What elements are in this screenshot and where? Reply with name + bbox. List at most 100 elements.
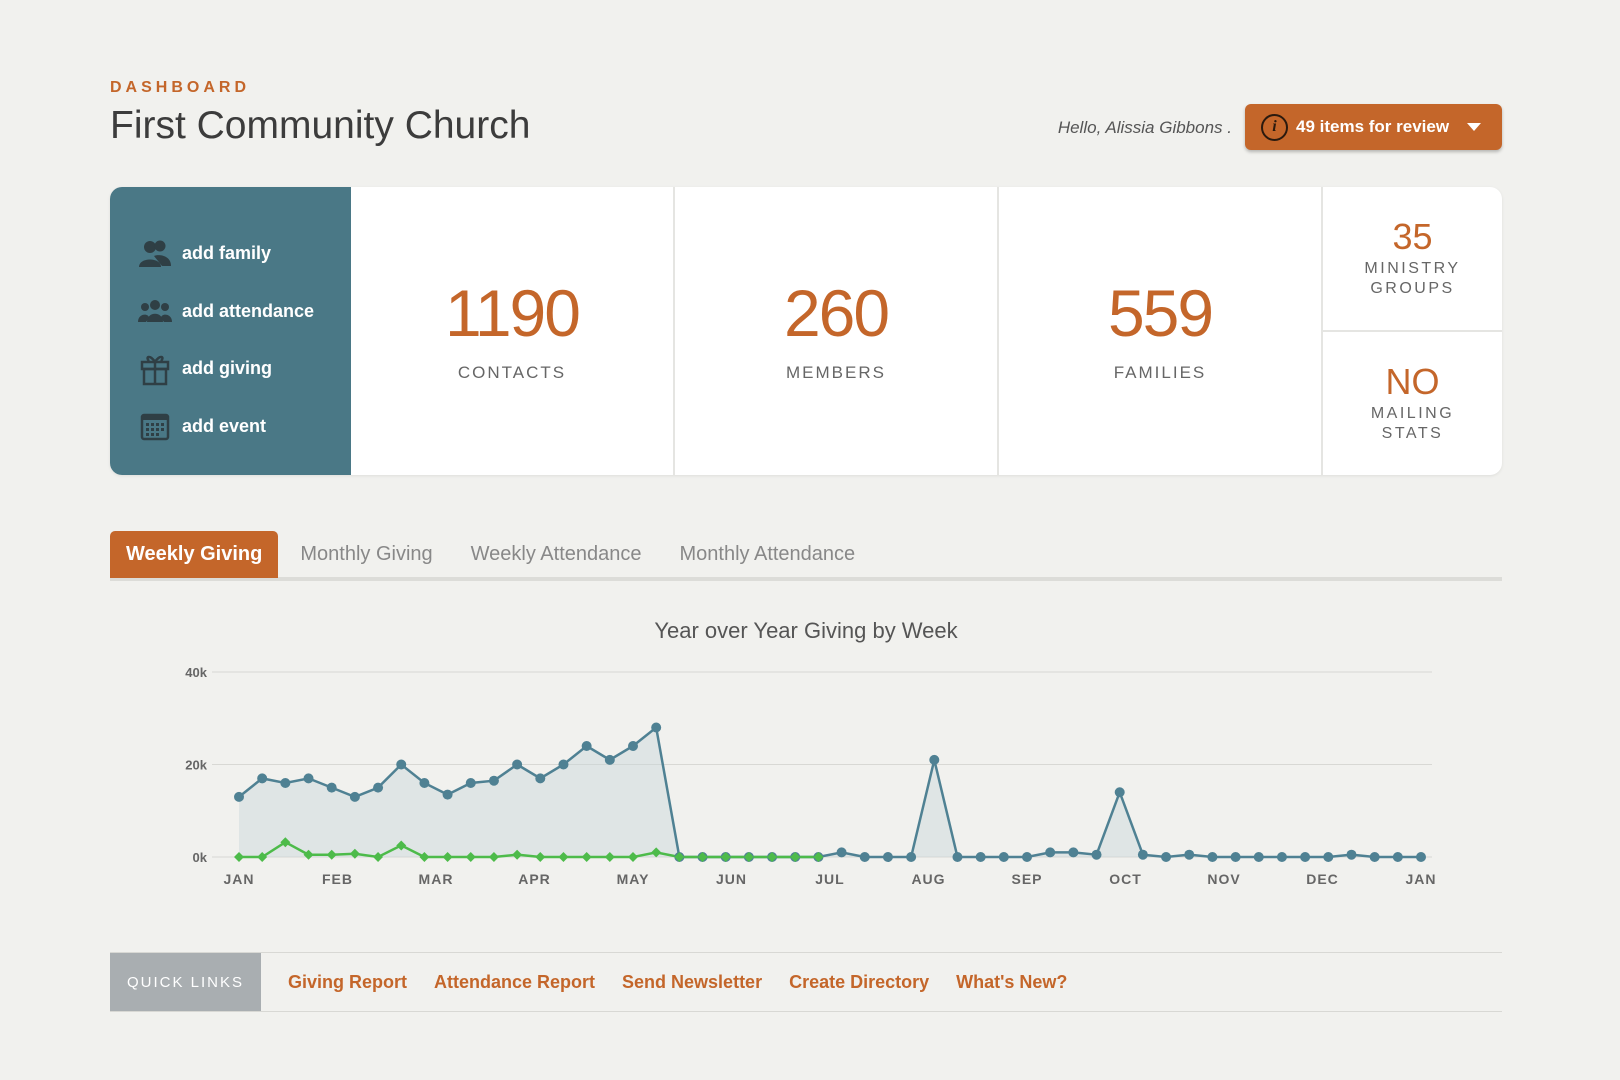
data-point [303,849,314,860]
members-label: MEMBERS [786,363,886,382]
data-point [720,852,731,862]
data-point [257,773,268,784]
data-point [975,852,986,862]
data-point [882,852,893,862]
data-point [628,852,638,862]
mailing-stats-label: MAILING STATS [1370,404,1455,442]
review-items-label: 49 items for review [1296,117,1450,136]
data-point [465,778,476,788]
data-point [1253,852,1264,862]
data-point [1300,852,1311,862]
x-tick-label: AUG [911,871,945,887]
data-point [535,852,546,862]
data-point [998,852,1009,862]
data-point [836,847,847,858]
add-family-button[interactable]: add family [110,225,351,283]
caret-down-icon [1467,123,1482,131]
x-tick-label: JUN [716,871,747,887]
data-point [257,852,268,862]
tab-weekly-attendance[interactable]: Weekly Attendance [470,543,642,565]
data-point [952,852,963,862]
add-event-label: add event [182,415,267,436]
x-tick-label: JUL [815,871,844,887]
series-area [239,727,1421,857]
data-point [604,852,615,862]
create-directory-link[interactable]: Create Directory [789,971,930,992]
x-tick-label: JAN [1405,871,1436,887]
mailing-stats-stat[interactable]: NO MAILING STATS [1323,332,1502,475]
tab-monthly-attendance[interactable]: Monthly Attendance [679,543,856,565]
data-point [442,852,453,862]
chart-title: Year over Year Giving by Week [654,618,958,643]
stats-panel: add family add attendance add giving add… [110,187,1502,475]
data-point [929,754,940,765]
data-point [373,852,384,862]
members-stat[interactable]: 260 MEMBERS [675,187,999,475]
giving-chart: 0k 20k 40k JAN FEB MAR APR MAY JUN JUL AUG SEP OCT NO… [185,665,1436,887]
data-point [790,852,801,862]
contacts-stat[interactable]: 1190 CONTACTS [351,187,675,475]
data-point [674,852,685,862]
quick-actions: add family add attendance add giving add… [110,187,351,475]
giving-report-link[interactable]: Giving Report [288,971,408,992]
calendar-icon [138,409,172,443]
add-event-button[interactable]: add event [110,398,351,456]
data-point [1091,849,1102,860]
data-point [234,852,244,862]
add-giving-button[interactable]: add giving [110,340,351,398]
data-point [349,848,360,859]
add-attendance-button[interactable]: add attendance [110,283,351,341]
x-tick-label: JAN [223,871,254,887]
families-stat[interactable]: 559 FAMILIES [999,187,1323,475]
data-point [651,722,662,733]
data-point [419,852,430,862]
data-point [651,847,662,858]
y-tick-label: 40k [185,665,207,680]
data-point [859,852,870,862]
page-title: First Community Church [110,104,531,147]
attendance-report-link[interactable]: Attendance Report [434,971,596,992]
x-tick-label: NOV [1207,871,1240,887]
data-point [488,852,499,862]
data-point [813,852,824,862]
y-tick-label: 20k [185,758,207,773]
x-tick-label: MAR [419,871,454,887]
tab-weekly-giving[interactable]: Weekly Giving [110,531,279,578]
data-point [1207,852,1218,862]
data-point [697,852,708,862]
send-newsletter-link[interactable]: Send Newsletter [622,971,763,992]
tab-monthly-giving[interactable]: Monthly Giving [300,543,433,565]
data-point [349,791,360,802]
data-point [442,789,453,800]
series-line [238,725,1421,859]
data-point [465,852,476,862]
y-tick-label: 0k [193,850,208,865]
data-point [1346,849,1357,860]
data-point [1369,852,1380,862]
mailing-stats-value: NO [1385,360,1440,402]
data-point [1114,787,1125,798]
x-tick-label: DEC [1306,871,1339,887]
family-icon [138,237,172,271]
data-point [604,754,615,765]
data-point [1022,852,1032,862]
page-kicker: DASHBOARD [110,79,250,96]
whats-new-link[interactable]: What's New? [956,971,1068,992]
data-point [1392,852,1403,862]
contacts-label: CONTACTS [457,363,567,382]
members-count: 260 [783,276,890,350]
side-stats: 35 MINISTRY GROUPS NO MAILING STATS [1323,187,1502,475]
data-point [373,782,384,793]
data-point [1416,852,1426,862]
data-point [280,778,291,788]
attendance-icon [138,294,172,328]
data-point [280,837,291,848]
data-point [1184,849,1195,860]
data-point [906,852,917,862]
data-point [396,759,407,770]
review-items-button[interactable]: i 49 items for review [1245,104,1502,150]
data-point [1045,847,1056,858]
data-point [326,849,337,860]
ministry-groups-stat[interactable]: 35 MINISTRY GROUPS [1323,187,1502,332]
data-point [558,852,569,862]
